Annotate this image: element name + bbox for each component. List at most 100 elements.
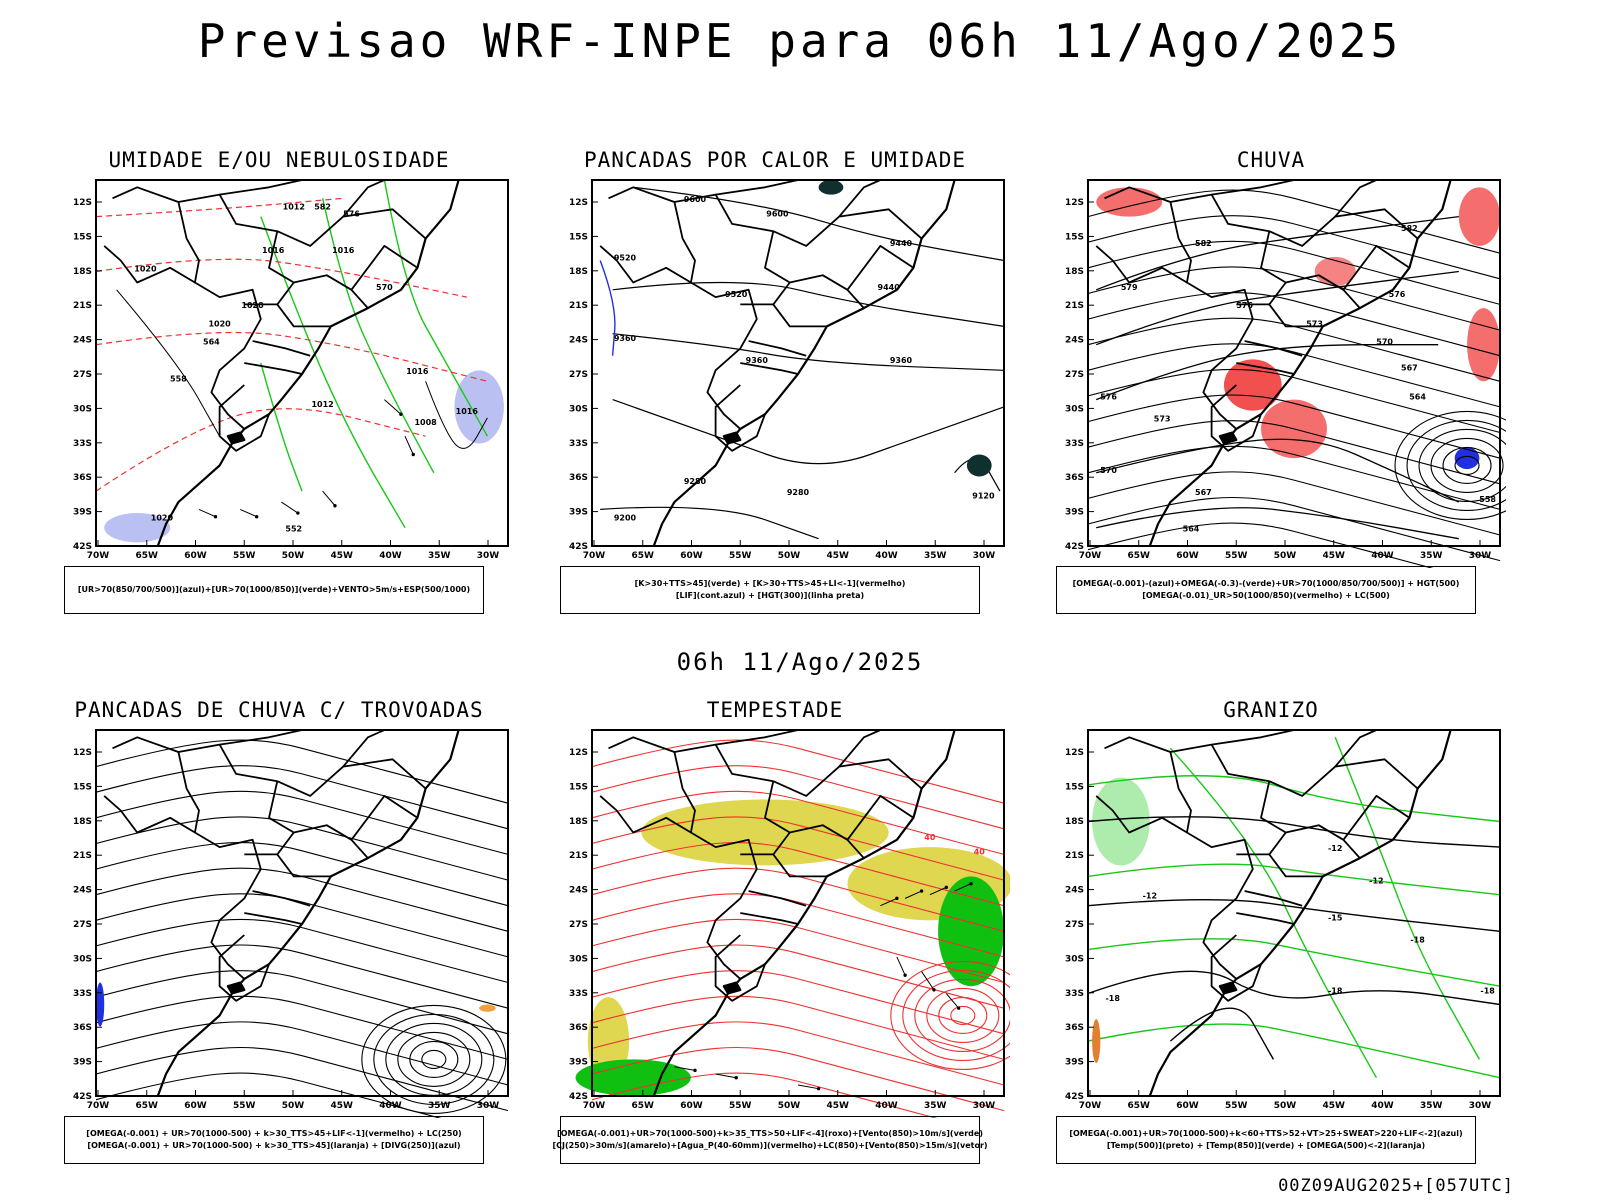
wind-vector: [198, 508, 216, 518]
map-frame: [591, 179, 1005, 547]
legend-line: [OMEGA(-0.001)-(azul)+OMEGA(-0.3)-(verde…: [1072, 579, 1460, 588]
border-line: [714, 934, 766, 1002]
lat-tick-label: 24S: [569, 886, 588, 896]
streamline: [95, 944, 509, 1009]
streamline: [95, 1021, 509, 1086]
wind-vector: [715, 1073, 737, 1079]
streamline: [1087, 522, 1434, 568]
contour-label: 576: [1100, 393, 1117, 402]
lon-tick-label: 35W: [1420, 551, 1443, 561]
contour-label: 576: [343, 210, 360, 219]
border-line: [748, 890, 807, 907]
coastline: [156, 179, 460, 547]
panel-title: PANCADAS POR CALOR E UMIDADE: [583, 148, 966, 172]
border-line: [252, 890, 311, 907]
lake-marker: [722, 981, 742, 995]
contour-label: 1020: [241, 301, 264, 310]
lon-tick-label: 45W: [827, 551, 850, 561]
temp500-black-contours: [1087, 816, 1501, 1060]
lat-tick-label: 15S: [569, 232, 588, 242]
wind-vector-head: [399, 412, 403, 416]
wind-vector: [239, 508, 257, 518]
contour-label: 564: [203, 338, 220, 347]
lat-tick-label: 24S: [569, 336, 588, 346]
lat-tick-label: 27S: [73, 920, 92, 930]
panel-title: TEMPESTADE: [706, 698, 844, 722]
lon-tick-label: 40W: [875, 1101, 898, 1111]
border-line: [1335, 758, 1419, 790]
lat-tick-label: 15S: [569, 782, 588, 792]
lon-tick-label: 70W: [583, 1101, 606, 1111]
streamline: [95, 842, 509, 907]
border-line: [244, 912, 303, 925]
lat-tick-label: 42S: [73, 542, 92, 552]
border-line: [218, 729, 385, 797]
lon-tick-label: 40W: [379, 551, 402, 561]
border-line: [1244, 340, 1303, 357]
border-line: [846, 795, 914, 841]
wind-vector: [904, 890, 922, 899]
panel-legend: [OMEGA(-0.001)+UR>70(1000-500)+k<60+TTS>…: [1056, 1116, 1476, 1164]
vortex-ring: [373, 1013, 495, 1105]
lat-tick-label: 27S: [1065, 920, 1084, 930]
panel-legend: [OMEGA(-0.001)-(azul)+OMEGA(-0.3)-(verde…: [1056, 566, 1476, 614]
contour-label: 9600: [684, 195, 707, 204]
lat-tick-label: 15S: [1065, 232, 1084, 242]
lat-tick-label: 21S: [73, 301, 92, 311]
wind-vector-head: [969, 882, 973, 886]
contour-label: 9200: [614, 513, 637, 522]
streamline: [591, 1021, 1005, 1086]
panel-tempestade: TEMPESTADE 40 40 12S 15S 18S 21S 24S 27S 30S 33S 3…: [540, 698, 1010, 1188]
map-background: [1088, 180, 1500, 546]
panel-umidade: UMIDADE E/OU NEBULOSIDADE 1012 1016 1020 10…: [44, 148, 514, 638]
legend-line: [OMEGA(-0.01)_UR>50(1000/850)(vermelho) …: [1142, 591, 1390, 600]
streamline: [95, 816, 509, 881]
streamline: [591, 893, 1005, 958]
streamline: [1087, 240, 1501, 305]
lat-tick-label: 12S: [569, 198, 588, 208]
contour-label: 582: [1195, 239, 1212, 248]
panel-granizo: GRANIZO -12 -12 -12 -15 -18 -18 -18 -18 12S 15S 18…: [1036, 698, 1506, 1188]
lat-tick-label: 33S: [73, 989, 92, 999]
streamline: [591, 918, 1005, 984]
streamline: [1087, 394, 1501, 459]
map-frame: [591, 729, 1005, 1097]
political-borders: [1095, 179, 1452, 547]
streamline: [1087, 471, 1501, 536]
border-line: [714, 729, 881, 797]
contour-label: -18: [1410, 935, 1425, 944]
lon-tick-label: 30W: [477, 551, 500, 561]
border-line: [244, 362, 303, 375]
lon-tick-label: 30W: [1469, 551, 1492, 561]
border-line: [350, 795, 418, 841]
humidity-blue-area: [104, 513, 171, 543]
lon-tick-label: 30W: [973, 551, 996, 561]
lat-tick-label: 33S: [569, 989, 588, 999]
lat-tick-label: 36S: [569, 473, 588, 483]
streamline: [591, 944, 1005, 1009]
lat-tick-label: 33S: [1065, 989, 1084, 999]
border-line: [1236, 912, 1295, 925]
border-line: [268, 781, 369, 859]
lat-tick-label: 27S: [569, 370, 588, 380]
lon-tick-label: 60W: [680, 1101, 703, 1111]
political-borders: [599, 179, 956, 547]
wind-vector: [384, 399, 402, 415]
contour-label: 582: [314, 202, 331, 211]
contour-label: 9120: [972, 491, 995, 500]
wind-vector: [281, 501, 299, 514]
lat-tick-label: 30S: [569, 954, 588, 964]
lon-tick-label: 60W: [184, 551, 207, 561]
contour-label: 1020: [151, 513, 174, 522]
lat-tick-label: 30S: [73, 954, 92, 964]
border-line: [1095, 245, 1188, 284]
contour-label: 40: [924, 833, 936, 842]
panel-title: UMIDADE E/OU NEBULOSIDADE: [108, 148, 450, 172]
contour-label: 9440: [878, 283, 901, 292]
rain-red-area: [1223, 359, 1282, 411]
legend-line: [CJ(250)>30m/s](amarelo)+[Agua_P(40-60mm…: [552, 1141, 988, 1150]
wind-vector-head: [296, 511, 300, 515]
contour-label: 1016: [332, 246, 355, 255]
temp850-green-contours: [1087, 737, 1501, 1079]
contour-line: [1095, 344, 1439, 401]
